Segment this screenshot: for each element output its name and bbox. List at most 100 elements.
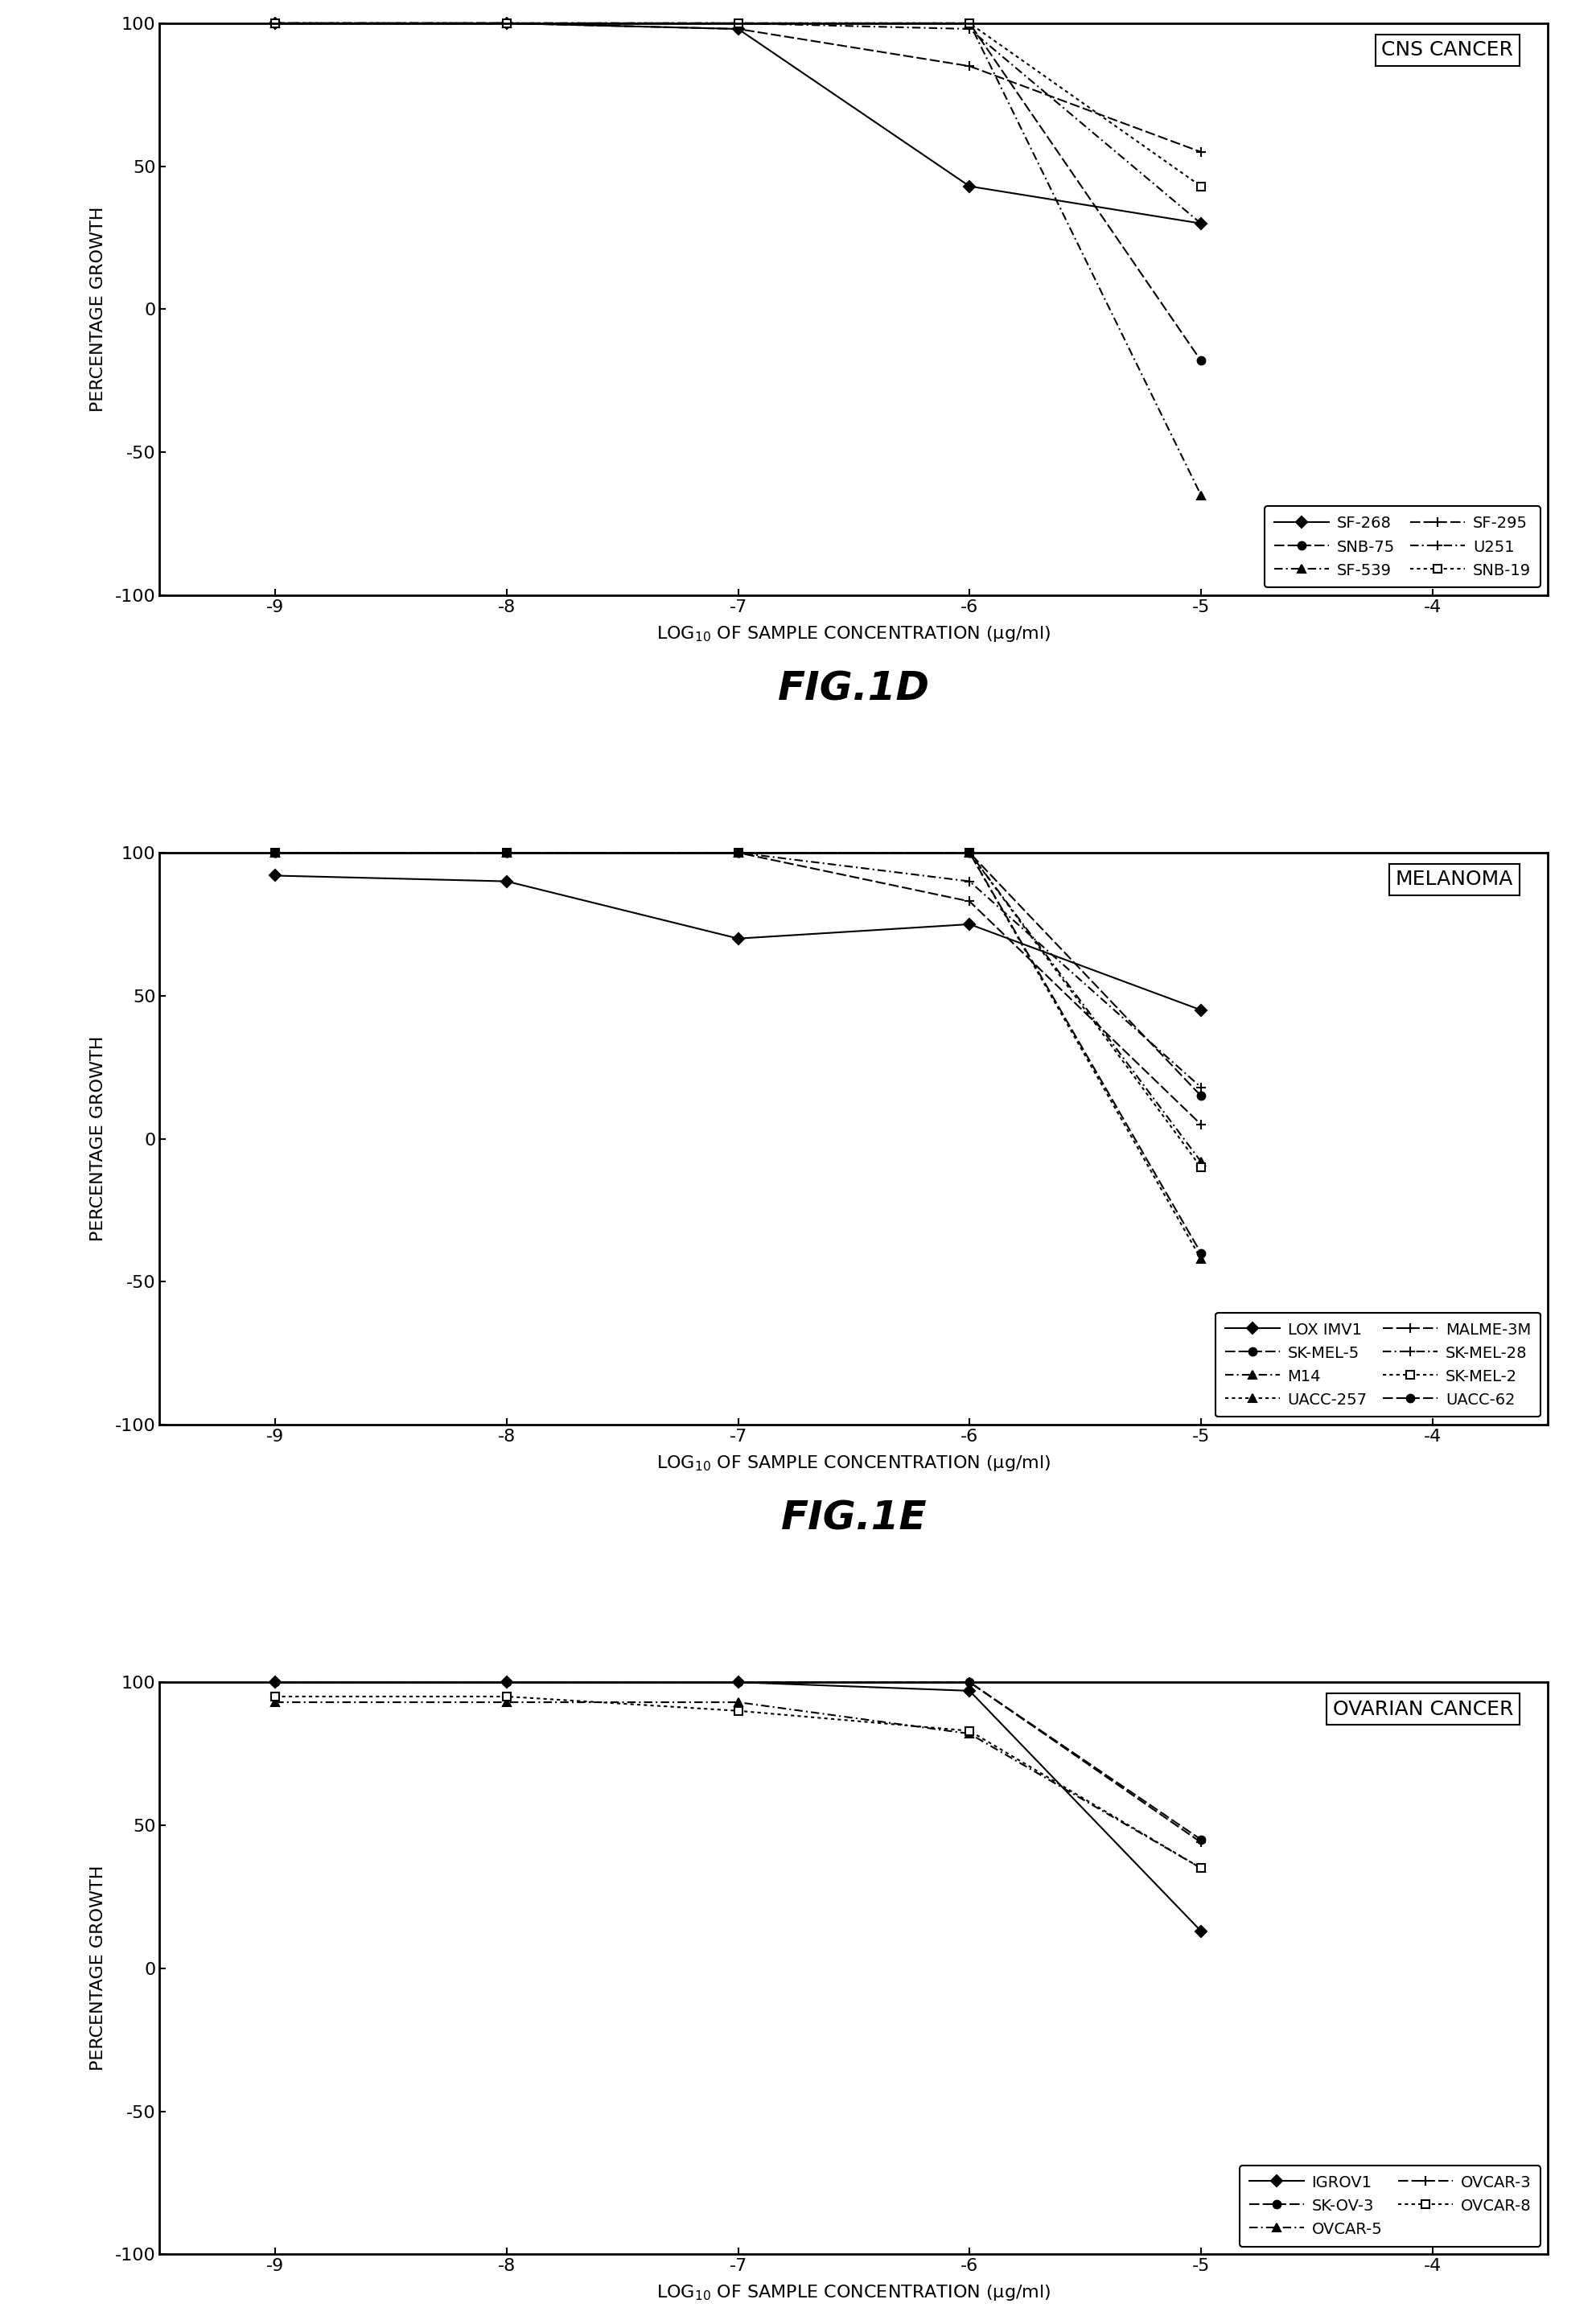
Line: MALME-3M: MALME-3M — [270, 848, 1207, 1129]
SNB-19 — [267, 9, 286, 37]
SF-295 — [959, 51, 978, 79]
OVCAR-5 — [267, 1687, 286, 1715]
SF-268 — [1191, 209, 1210, 237]
OVCAR-3 — [498, 1669, 517, 1697]
UACC-257 — [498, 839, 517, 867]
U251 — [1191, 209, 1210, 237]
SK-MEL-5 — [267, 839, 286, 867]
Line: SK-MEL-2: SK-MEL-2 — [271, 848, 1205, 1171]
Text: FIG.1E: FIG.1E — [780, 1499, 927, 1538]
OVCAR-8 — [498, 1683, 517, 1710]
SK-MEL-5 — [498, 839, 517, 867]
M14 — [959, 839, 978, 867]
SNB-75 — [728, 9, 747, 37]
LOX IMV1 — [498, 867, 517, 895]
LOX IMV1 — [959, 911, 978, 939]
UACC-62 — [728, 839, 747, 867]
Legend: IGROV1, SK-OV-3, OVCAR-5, OVCAR-3, OVCAR-8: IGROV1, SK-OV-3, OVCAR-5, OVCAR-3, OVCAR… — [1240, 2166, 1540, 2247]
OVCAR-5 — [498, 1687, 517, 1715]
UACC-257 — [267, 839, 286, 867]
X-axis label: LOG$_{10}$ OF SAMPLE CONCENTRATION ($\mu$g/ml): LOG$_{10}$ OF SAMPLE CONCENTRATION ($\mu… — [656, 2282, 1052, 2303]
MALME-3M — [959, 888, 978, 916]
U251 — [498, 9, 517, 37]
SF-539 — [498, 9, 517, 37]
UACC-257 — [728, 839, 747, 867]
SK-OV-3 — [1191, 1827, 1210, 1855]
MALME-3M — [267, 839, 286, 867]
SK-MEL-28 — [959, 867, 978, 895]
LOX IMV1 — [728, 925, 747, 953]
OVCAR-3 — [728, 1669, 747, 1697]
Line: SK-OV-3: SK-OV-3 — [271, 1678, 1205, 1843]
UACC-257 — [959, 839, 978, 867]
Line: LOX IMV1: LOX IMV1 — [271, 872, 1205, 1013]
SK-OV-3 — [498, 1669, 517, 1697]
SF-268 — [959, 172, 978, 200]
M14 — [1191, 1148, 1210, 1176]
M14 — [498, 839, 517, 867]
Legend: SF-268, SNB-75, SF-539, SF-295, U251, SNB-19: SF-268, SNB-75, SF-539, SF-295, U251, SN… — [1264, 507, 1540, 588]
Y-axis label: PERCENTAGE GROWTH: PERCENTAGE GROWTH — [89, 1866, 105, 2071]
IGROV1 — [728, 1669, 747, 1697]
SF-295 — [728, 14, 747, 42]
SK-MEL-2 — [1191, 1153, 1210, 1181]
SNB-75 — [267, 9, 286, 37]
UACC-257 — [1191, 1246, 1210, 1274]
Line: OVCAR-8: OVCAR-8 — [271, 1692, 1205, 1873]
SF-539 — [728, 9, 747, 37]
U251 — [959, 14, 978, 42]
M14 — [728, 839, 747, 867]
Line: SK-MEL-5: SK-MEL-5 — [271, 848, 1205, 1099]
SF-295 — [498, 9, 517, 37]
IGROV1 — [267, 1669, 286, 1697]
Line: SNB-75: SNB-75 — [271, 19, 1205, 365]
Line: SNB-19: SNB-19 — [271, 19, 1205, 191]
SK-MEL-2 — [498, 839, 517, 867]
SNB-19 — [959, 9, 978, 37]
MALME-3M — [498, 839, 517, 867]
SNB-19 — [1191, 172, 1210, 200]
SK-OV-3 — [959, 1669, 978, 1697]
SF-539 — [267, 9, 286, 37]
U251 — [728, 9, 747, 37]
SNB-75 — [498, 9, 517, 37]
Line: SF-295: SF-295 — [270, 19, 1207, 158]
U251 — [267, 9, 286, 37]
IGROV1 — [498, 1669, 517, 1697]
M14 — [267, 839, 286, 867]
Line: OVCAR-3: OVCAR-3 — [270, 1678, 1207, 1848]
UACC-62 — [267, 839, 286, 867]
SNB-75 — [1191, 346, 1210, 374]
UACC-62 — [959, 839, 978, 867]
SF-539 — [959, 9, 978, 37]
Line: M14: M14 — [271, 848, 1205, 1167]
SF-295 — [1191, 137, 1210, 165]
SF-268 — [728, 14, 747, 42]
SK-OV-3 — [267, 1669, 286, 1697]
SK-MEL-28 — [498, 839, 517, 867]
SF-539 — [1191, 481, 1210, 509]
OVCAR-3 — [1191, 1829, 1210, 1857]
SK-MEL-2 — [267, 839, 286, 867]
Line: IGROV1: IGROV1 — [271, 1678, 1205, 1936]
OVCAR-3 — [959, 1669, 978, 1697]
Text: FIG.1D: FIG.1D — [777, 669, 930, 709]
SK-MEL-5 — [728, 839, 747, 867]
SNB-19 — [498, 9, 517, 37]
SK-MEL-5 — [1191, 1083, 1210, 1111]
IGROV1 — [1191, 1917, 1210, 1945]
LOX IMV1 — [1191, 997, 1210, 1025]
OVCAR-5 — [728, 1687, 747, 1715]
SK-MEL-2 — [959, 839, 978, 867]
MALME-3M — [1191, 1111, 1210, 1139]
Legend: LOX IMV1, SK-MEL-5, M14, UACC-257, MALME-3M, SK-MEL-28, SK-MEL-2, UACC-62: LOX IMV1, SK-MEL-5, M14, UACC-257, MALME… — [1216, 1313, 1540, 1418]
Line: SF-539: SF-539 — [271, 19, 1205, 500]
Y-axis label: PERCENTAGE GROWTH: PERCENTAGE GROWTH — [89, 1037, 105, 1241]
Text: OVARIAN CANCER: OVARIAN CANCER — [1333, 1699, 1513, 1720]
IGROV1 — [959, 1678, 978, 1706]
X-axis label: LOG$_{10}$ OF SAMPLE CONCENTRATION ($\mu$g/ml): LOG$_{10}$ OF SAMPLE CONCENTRATION ($\mu… — [656, 1455, 1052, 1473]
OVCAR-8 — [728, 1697, 747, 1724]
Y-axis label: PERCENTAGE GROWTH: PERCENTAGE GROWTH — [89, 207, 105, 411]
UACC-62 — [498, 839, 517, 867]
Text: CNS CANCER: CNS CANCER — [1382, 40, 1513, 60]
